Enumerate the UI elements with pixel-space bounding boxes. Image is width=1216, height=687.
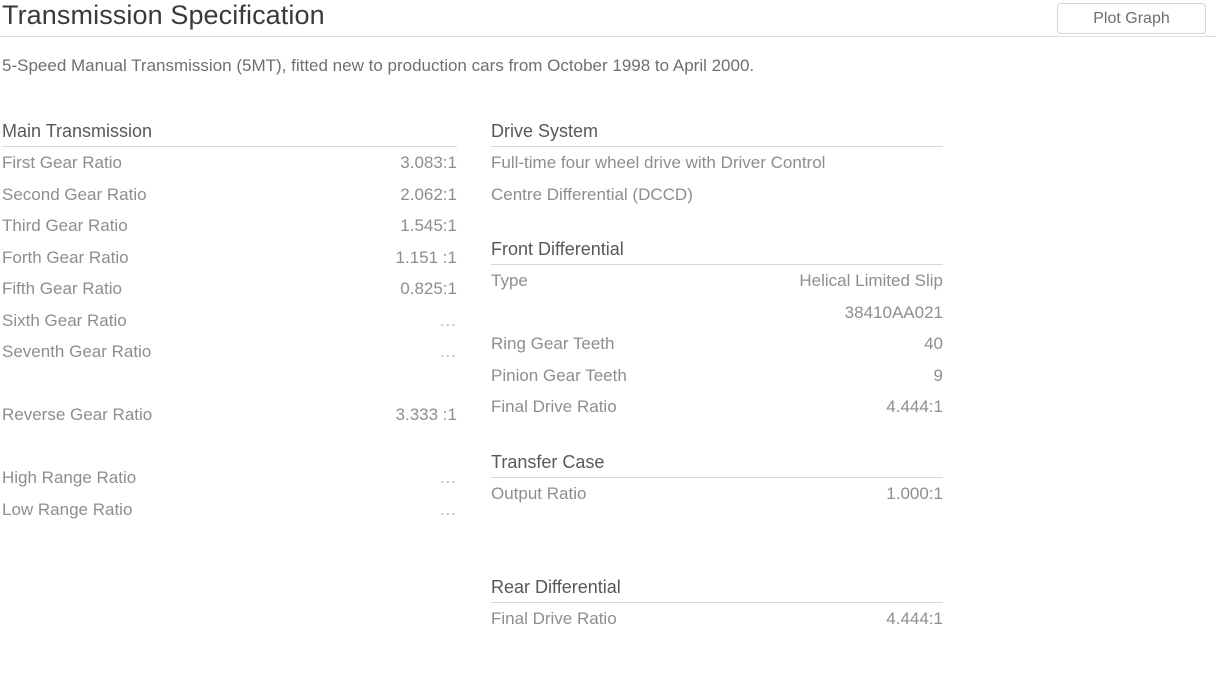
- spec-row-pinion-gear-teeth: Pinion Gear Teeth 9: [491, 360, 943, 392]
- spec-row-seventh-gear-ratio: Seventh Gear Ratio ...: [2, 336, 457, 368]
- spec-label: Third Gear Ratio: [2, 216, 128, 235]
- spec-row-front-final-drive-ratio: Final Drive Ratio 4.444:1: [491, 391, 943, 423]
- section-title-front-differential: Front Differential: [491, 236, 943, 265]
- section-spacer: [491, 423, 943, 449]
- spec-value: 1.151 :1: [395, 247, 457, 267]
- left-column: Main Transmission First Gear Ratio 3.083…: [2, 118, 457, 525]
- drive-system-text-line-2: Centre Differential (DCCD): [491, 184, 693, 204]
- spec-value: 4.444:1: [886, 609, 943, 628]
- spec-value: 0.825:1: [400, 279, 457, 298]
- section-spacer: [491, 210, 943, 236]
- spec-row-high-range-ratio: High Range Ratio ...: [2, 462, 457, 494]
- row-spacer: [2, 431, 457, 463]
- spec-row-front-diff-type: Type Helical Limited Slip 38410AA021: [491, 265, 943, 328]
- spec-label: Reverse Gear Ratio: [2, 405, 153, 424]
- section-main-transmission: Main Transmission First Gear Ratio 3.083…: [2, 118, 457, 525]
- spec-label: Second Gear Ratio: [2, 184, 147, 204]
- row-spacer: [2, 368, 457, 400]
- spec-label: Forth Gear Ratio: [2, 247, 129, 267]
- spec-value: ...: [439, 499, 457, 519]
- spec-label: Type: [491, 271, 528, 290]
- page-header: Transmission Specification Plot Graph: [0, 0, 1216, 37]
- spec-label: Ring Gear Teeth: [491, 334, 615, 353]
- page-subtitle: 5-Speed Manual Transmission (5MT), fitte…: [2, 56, 755, 75]
- spec-value: 9: [933, 365, 943, 385]
- spec-value: 4.444:1: [886, 397, 943, 416]
- spec-value: Helical Limited Slip 38410AA021: [491, 265, 943, 328]
- section-title-main-transmission: Main Transmission: [2, 118, 457, 147]
- section-drive-system: Drive System Full-time four wheel drive …: [491, 118, 943, 210]
- spec-row-ring-gear-teeth: Ring Gear Teeth 40: [491, 328, 943, 360]
- spec-value: 2.062:1: [400, 184, 457, 204]
- spec-value: 3.083:1: [400, 153, 457, 172]
- section-transfer-case: Transfer Case Output Ratio 1.000:1: [491, 449, 943, 510]
- spec-label: Final Drive Ratio: [491, 397, 617, 416]
- spec-row-output-ratio: Output Ratio 1.000:1: [491, 478, 943, 510]
- page-title: Transmission Specification: [2, 0, 325, 30]
- spec-row-forth-gear-ratio: Forth Gear Ratio 1.151 :1: [2, 242, 457, 274]
- plot-graph-button[interactable]: Plot Graph: [1057, 3, 1206, 34]
- spec-label: Seventh Gear Ratio: [2, 342, 152, 361]
- spec-value: 1.545:1: [400, 216, 457, 235]
- spec-value: ...: [439, 342, 457, 361]
- spec-value: 1.000:1: [886, 483, 943, 503]
- spec-label: Output Ratio: [491, 483, 587, 503]
- spec-row-low-range-ratio: Low Range Ratio ...: [2, 494, 457, 526]
- spec-value: ...: [439, 310, 457, 330]
- section-spacer: [491, 509, 943, 574]
- spec-value: ...: [439, 468, 457, 487]
- spec-value-line-2: 38410AA021: [844, 302, 943, 322]
- spec-label: Low Range Ratio: [2, 499, 133, 519]
- spec-row-third-gear-ratio: Third Gear Ratio 1.545:1: [2, 210, 457, 242]
- spec-row-rear-final-drive-ratio: Final Drive Ratio 4.444:1: [491, 603, 943, 635]
- section-title-rear-differential: Rear Differential: [491, 574, 943, 603]
- spec-label: First Gear Ratio: [2, 153, 122, 172]
- spec-label: Pinion Gear Teeth: [491, 365, 627, 385]
- spec-row-second-gear-ratio: Second Gear Ratio 2.062:1: [2, 179, 457, 211]
- spec-row-first-gear-ratio: First Gear Ratio 3.083:1: [2, 147, 457, 179]
- spec-value-line-1: Helical Limited Slip: [799, 271, 943, 290]
- spec-row-fifth-gear-ratio: Fifth Gear Ratio 0.825:1: [2, 273, 457, 305]
- spec-label: Fifth Gear Ratio: [2, 279, 122, 298]
- spec-value: 40: [924, 334, 943, 353]
- spec-value: 3.333 :1: [395, 405, 457, 424]
- drive-system-text-line-1: Full-time four wheel drive with Driver C…: [491, 153, 826, 172]
- spec-label: Sixth Gear Ratio: [2, 310, 127, 330]
- spec-row-reverse-gear-ratio: Reverse Gear Ratio 3.333 :1: [2, 399, 457, 431]
- spec-label: High Range Ratio: [2, 468, 137, 487]
- spec-row-sixth-gear-ratio: Sixth Gear Ratio ...: [2, 305, 457, 337]
- section-front-differential: Front Differential Type Helical Limited …: [491, 236, 943, 423]
- section-rear-differential: Rear Differential Final Drive Ratio 4.44…: [491, 574, 943, 635]
- spec-label: Final Drive Ratio: [491, 609, 617, 628]
- section-title-drive-system: Drive System: [491, 118, 943, 147]
- right-column: Drive System Full-time four wheel drive …: [491, 118, 943, 635]
- section-title-transfer-case: Transfer Case: [491, 449, 943, 478]
